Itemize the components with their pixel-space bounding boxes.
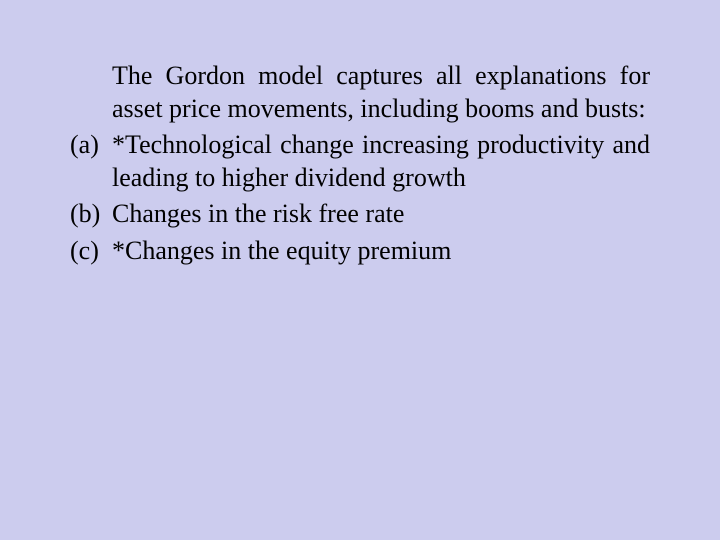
intro-paragraph: The Gordon model captures all explanatio… [112,60,650,125]
item-text-a: *Technological change increasing product… [112,129,650,194]
item-marker-a: (a) [70,129,112,194]
item-marker-b: (b) [70,198,112,231]
item-marker-c: (c) [70,235,112,268]
slide-content: The Gordon model captures all explanatio… [70,60,650,267]
item-text-b: Changes in the risk free rate [112,198,650,231]
list-item: (b) Changes in the risk free rate [70,198,650,231]
list-item: (c) *Changes in the equity premium [70,235,650,268]
list-item: (a) *Technological change increasing pro… [70,129,650,194]
item-text-c: *Changes in the equity premium [112,235,650,268]
